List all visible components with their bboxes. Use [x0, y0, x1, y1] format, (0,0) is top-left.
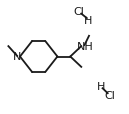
Text: NH: NH: [77, 41, 94, 51]
Text: N: N: [13, 52, 21, 62]
Text: H: H: [84, 16, 92, 25]
Text: H: H: [96, 82, 105, 92]
Text: Cl: Cl: [105, 90, 116, 100]
Text: Cl: Cl: [73, 7, 84, 17]
